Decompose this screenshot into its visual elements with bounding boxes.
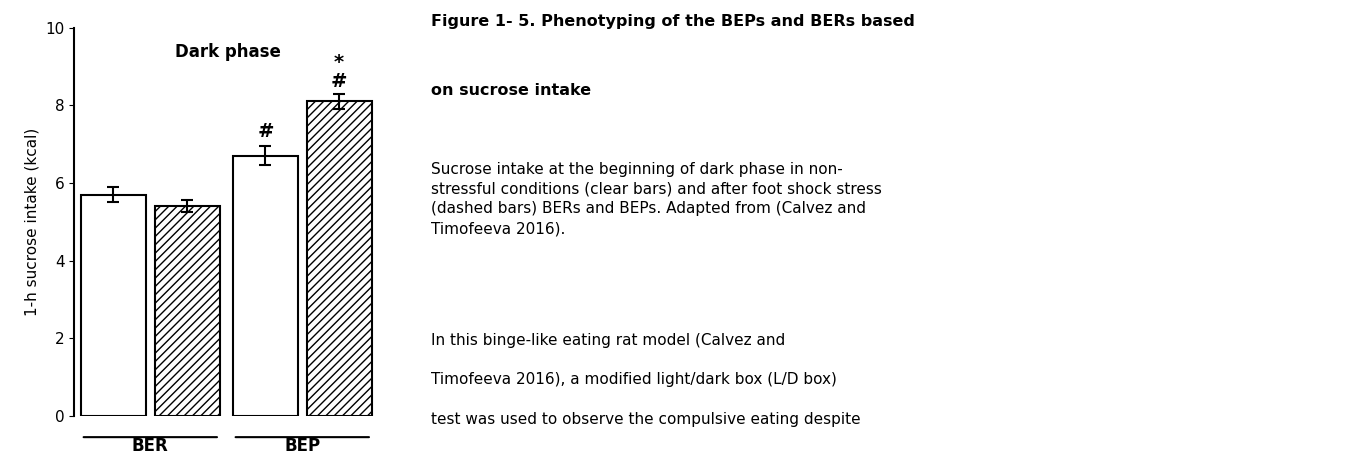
Text: on sucrose intake: on sucrose intake <box>431 83 590 98</box>
Text: In this binge-like eating rat model (Calvez and

Timofeeva 2016), a modified lig: In this binge-like eating rat model (Cal… <box>431 333 861 427</box>
Bar <box>154 206 220 416</box>
Bar <box>307 102 372 416</box>
Bar <box>81 195 146 416</box>
Text: *: * <box>334 53 345 73</box>
Text: #: # <box>331 72 347 91</box>
Text: BER: BER <box>132 437 169 455</box>
Text: Dark phase: Dark phase <box>174 43 281 61</box>
Text: Figure 1- 5. Phenotyping of the BEPs and BERs based: Figure 1- 5. Phenotyping of the BEPs and… <box>431 14 915 29</box>
Text: #: # <box>257 122 274 141</box>
Text: BEP: BEP <box>284 437 320 455</box>
Text: Sucrose intake at the beginning of dark phase in non-
stressful conditions (clea: Sucrose intake at the beginning of dark … <box>431 162 882 236</box>
Bar <box>232 156 299 416</box>
Y-axis label: 1-h sucrose intake (kcal): 1-h sucrose intake (kcal) <box>24 128 39 316</box>
